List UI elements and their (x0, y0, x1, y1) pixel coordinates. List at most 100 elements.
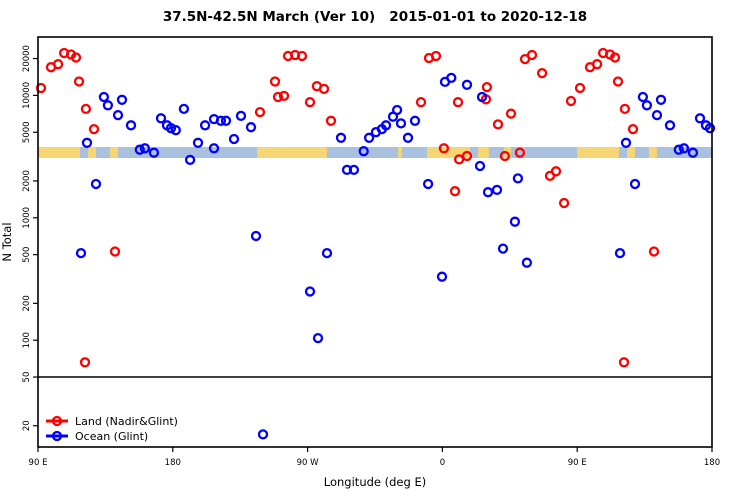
data-point-land (35, 82, 47, 94)
x-tick-label: 90 W (297, 458, 320, 468)
data-point-land (526, 49, 538, 61)
map-band-land-segment (648, 147, 657, 158)
data-point-land (492, 119, 504, 130)
x-tick-label: 0 (440, 458, 445, 468)
map-band-land-segment (109, 147, 118, 158)
data-point-ocean (112, 109, 124, 121)
data-point-ocean (363, 132, 375, 143)
map-band-land-segment (477, 147, 490, 158)
data-point-land (254, 106, 266, 118)
data-point-land (648, 246, 660, 257)
data-point-ocean (446, 72, 457, 84)
data-point-land (79, 357, 91, 368)
data-point-ocean (178, 103, 190, 115)
plot-box (37, 36, 713, 448)
map-band-land-segment (38, 147, 80, 158)
map-band-land-segment (257, 147, 327, 158)
data-point-ocean (90, 178, 102, 190)
data-point-land (499, 150, 511, 162)
y-tick-label: 1000 (22, 207, 32, 229)
data-point-land (619, 103, 631, 115)
data-point-ocean (395, 118, 407, 129)
data-point-ocean (512, 173, 524, 184)
map-band-land-segment (577, 147, 619, 158)
data-point-ocean (125, 120, 137, 131)
data-point-land (505, 108, 517, 119)
legend-marker-ocean (51, 430, 63, 442)
data-point-ocean (476, 91, 488, 103)
data-point-land (453, 154, 465, 165)
data-point-land (304, 97, 316, 108)
data-point-land (609, 52, 621, 63)
data-point-ocean (312, 332, 324, 344)
y-tick-label: 20000 (22, 45, 32, 72)
data-point-ocean (257, 429, 269, 440)
data-point-ocean (673, 144, 684, 155)
data-point-ocean (81, 137, 93, 148)
data-point-ocean (348, 164, 360, 176)
data-point-ocean (497, 243, 509, 254)
data-point-land (461, 150, 473, 162)
data-point-ocean (208, 143, 220, 154)
data-point-land (536, 67, 548, 79)
data-point-ocean (521, 257, 533, 268)
data-point-land (109, 246, 121, 257)
data-point-ocean (116, 94, 128, 105)
data-point-ocean (139, 143, 151, 154)
data-point-ocean (192, 137, 204, 148)
data-point-ocean (102, 100, 114, 111)
data-point-ocean (199, 120, 211, 131)
data-point-land (449, 186, 461, 197)
map-band-land-segment (88, 147, 96, 158)
data-point-ocean (321, 247, 333, 259)
data-point-land (88, 123, 100, 135)
data-point-ocean (148, 147, 160, 158)
data-point-ocean (461, 79, 473, 90)
y-tick-label: 50 (22, 372, 32, 383)
data-point-land (627, 123, 639, 135)
y-tick-label: 2000 (22, 170, 32, 192)
data-point-land (318, 83, 330, 95)
data-point-ocean (509, 216, 521, 227)
x-tick-label: 180 (704, 458, 720, 468)
map-band-ocean (38, 147, 712, 158)
data-point-land (73, 76, 85, 87)
data-point-ocean (491, 184, 503, 196)
data-point-ocean (245, 122, 257, 133)
data-point-ocean (620, 137, 632, 148)
data-point-land (565, 95, 577, 107)
data-point-ocean (694, 113, 706, 124)
data-point-land (481, 81, 493, 93)
x-tick-label: 180 (165, 458, 181, 468)
data-point-land (296, 50, 308, 62)
data-point-land (269, 76, 281, 87)
legend-marker-land (51, 415, 63, 427)
y-tick-label: 5000 (22, 121, 32, 143)
legend-label-land: Land (Nadir&Glint) (75, 415, 178, 428)
y-axis-title: N Total (0, 222, 14, 261)
data-point-ocean (678, 143, 690, 154)
data-point-ocean (482, 187, 494, 198)
data-point-ocean (304, 286, 316, 297)
data-point-ocean (651, 109, 663, 121)
data-point-land (430, 50, 442, 62)
data-point-ocean (391, 104, 403, 116)
data-point-ocean (155, 113, 167, 124)
data-point-ocean (98, 91, 110, 103)
y-tick-label: 200 (22, 295, 32, 311)
data-point-ocean (228, 133, 240, 145)
data-point-ocean (687, 147, 699, 158)
x-tick-label: 90 E (568, 458, 587, 468)
legend-label-ocean: Ocean (Glint) (75, 430, 148, 443)
data-point-ocean (436, 271, 448, 282)
data-point-ocean (215, 115, 227, 126)
data-point-land (438, 143, 450, 154)
data-point-ocean (235, 110, 247, 122)
data-point-land (550, 166, 562, 177)
data-point-land (618, 357, 630, 368)
data-point-ocean (402, 132, 414, 143)
data-point-ocean (474, 160, 486, 172)
data-point-ocean (220, 115, 232, 126)
data-point-ocean (704, 123, 716, 134)
